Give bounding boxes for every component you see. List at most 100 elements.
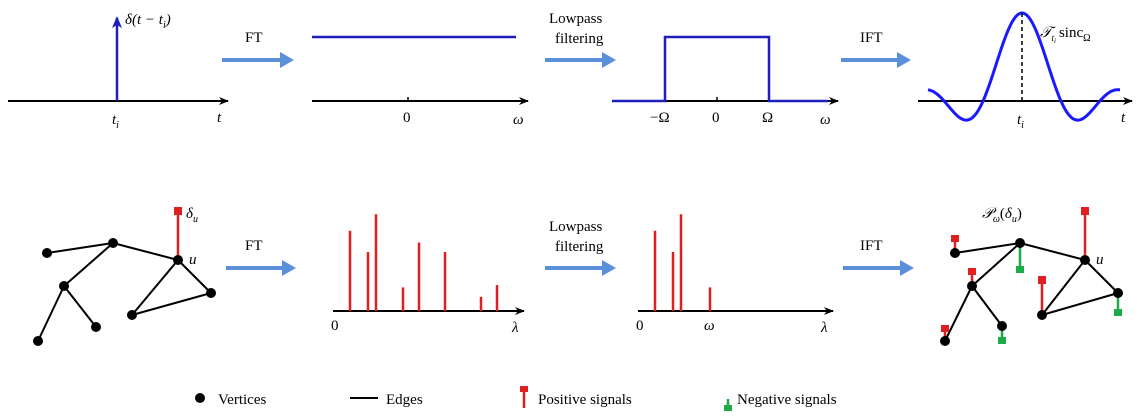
arrow-label-ft: FT [245,30,263,46]
vertex [91,322,101,332]
edge [1041,259,1086,316]
negative-signal-marker [1114,309,1122,316]
vertex [1037,310,1047,320]
graph-vertices [940,238,1123,346]
edge [177,259,212,294]
tick-label-pos-omega: Ω [762,110,773,126]
top-arrow-ft: FT [222,30,294,68]
top-arrow-lowpass: Lowpass filtering [545,11,616,68]
graph-edges [944,242,1119,342]
tick-label-zero: 0 [712,110,720,126]
top-panel-rect: −Ω 0 Ω ω [612,35,839,128]
vertex [997,321,1007,331]
vertex [206,288,216,298]
negative-signal-marker [998,337,1006,344]
bottom-spectrum-filtered: 0 ω λ [636,214,834,336]
arrow-head [282,260,296,276]
vertex [33,336,43,346]
edge [131,259,179,316]
vertex [42,248,52,258]
edge [37,285,65,342]
sinc-curve [927,11,1121,122]
arrow-label-filtering: filtering [555,239,604,255]
legend-negative-label: Negative signals [737,392,837,408]
edge [1019,242,1086,261]
tick-label-neg-omega: −Ω [650,110,670,126]
vertex [173,255,183,265]
arrow-head [897,52,911,68]
arrow-label-ft: FT [245,238,263,254]
arrow-label-ift: IFT [860,30,883,46]
axis-label-t: t [1121,110,1126,126]
vertex [108,238,118,248]
edge [112,242,179,261]
arrow-label-ift: IFT [860,238,883,254]
bottom-spectrum-full: 0 λ [331,214,525,336]
node-u-label: u [1096,252,1104,268]
arrow-label-filtering: filtering [555,31,604,47]
positive-signal-marker [174,207,182,215]
legend-vertex-icon [195,393,205,403]
arrow-head [900,260,914,276]
bottom-arrow-lowpass: Lowpass filtering [545,219,616,276]
arrow-label-lowpass: Lowpass [549,219,602,235]
vertex [940,336,950,346]
axis-label-lambda: λ [820,320,828,336]
top-panel-delta: δ(t − ti) ti t [8,12,229,131]
axis-label-omega: ω [820,112,831,128]
legend-edges-label: Edges [386,392,423,408]
tick-label-zero: 0 [636,318,644,334]
positive-signals [941,207,1089,341]
graph-edges [37,242,212,342]
positive-signal-marker [951,235,959,242]
axis-label-lambda: λ [511,320,519,336]
node-u-label: u [189,252,197,268]
positive-signal-marker [1081,207,1089,215]
delta-u-label: δu [186,206,198,225]
legend-positive-label: Positive signals [538,392,632,408]
top-arrow-ift: IFT [841,30,911,68]
arrow-head [602,52,616,68]
rect-window [612,35,828,103]
tick-label-ti: ti [112,112,119,131]
edge [1084,259,1119,294]
positive-signal-marker [941,325,949,332]
positive-signal-marker [968,268,976,275]
sinc-label: 𝒯ti sincΩ [1040,25,1091,45]
tick-label-omega: ω [704,318,715,334]
edge [131,292,212,316]
legend-vertices-label: Vertices [218,392,266,408]
tick-label-zero: 0 [403,110,411,126]
bottom-graph-input: δu u [33,206,216,346]
negative-signal-marker [1016,266,1024,273]
edge [971,285,1003,327]
edge [954,242,1021,254]
axis-label-omega: ω [513,112,524,128]
arrow-head [602,260,616,276]
edge [46,242,114,254]
vertex [950,248,960,258]
delta-label: δ(t − ti) [125,12,171,31]
vertex [1080,255,1090,265]
vertex [967,281,977,291]
legend-positive-marker [520,386,528,392]
vertex [1015,238,1025,248]
vertex [1113,288,1123,298]
arrow-head [280,52,294,68]
graph-vertices [33,238,216,346]
top-panel-sinc: 𝒯ti sincΩ ti t [918,11,1133,131]
positive-signal-marker [1038,276,1046,284]
top-panel-spectrum: 0 ω [312,35,529,128]
edge [63,285,97,328]
legend-negative-marker [724,405,732,411]
bottom-arrow-ift: IFT [843,238,914,276]
tick-label-ti: ti [1017,112,1024,131]
edge [944,285,973,342]
tick-label-zero: 0 [331,318,339,334]
output-label: 𝒫ω(δu) [982,206,1022,225]
arrow-label-lowpass: Lowpass [549,11,602,27]
edge [1041,292,1119,316]
vertex [127,310,137,320]
bottom-graph-output: 𝒫ω(δu) u [940,206,1123,346]
